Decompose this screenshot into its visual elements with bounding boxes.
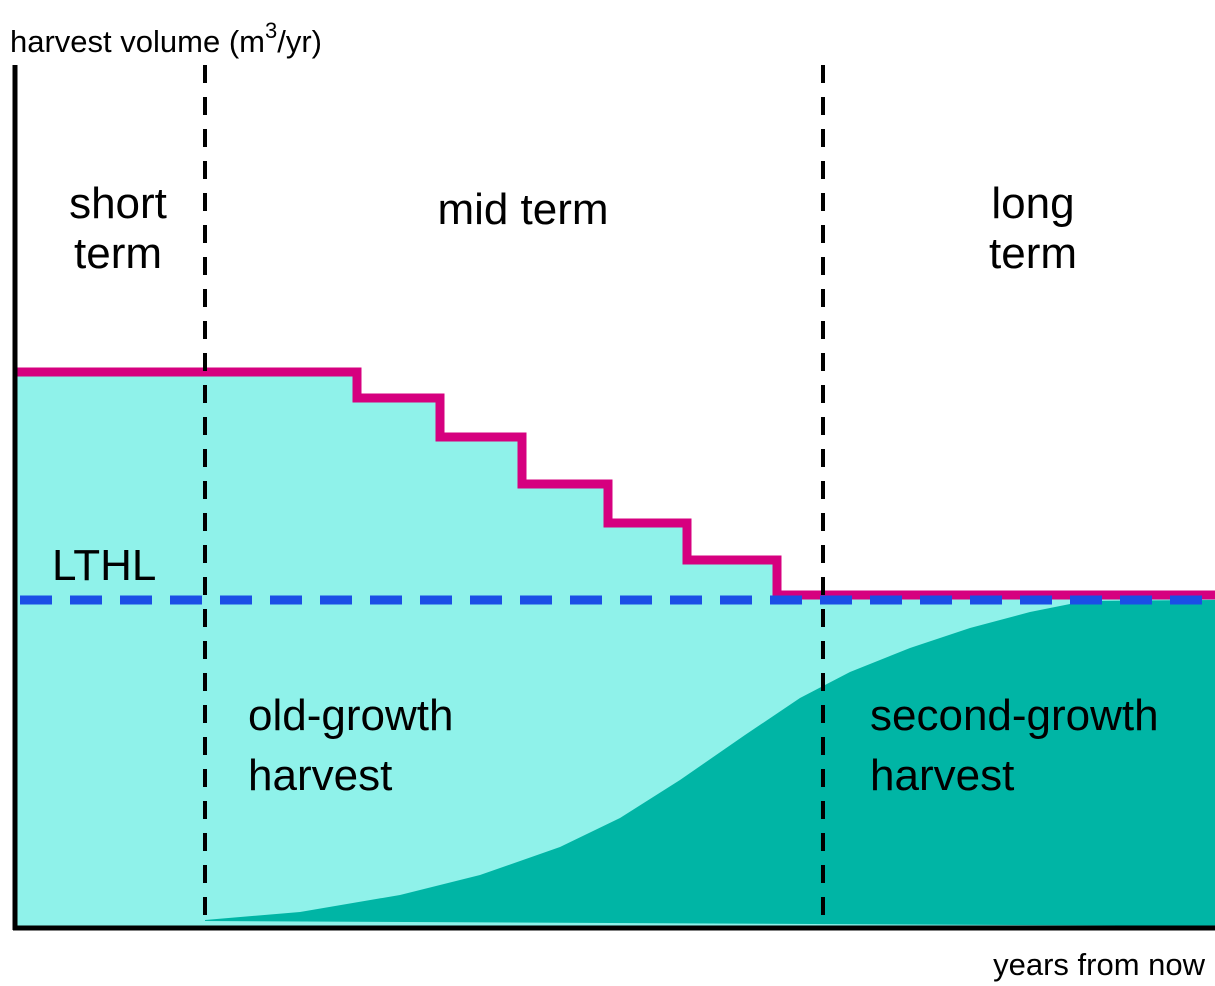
period-label: short — [69, 179, 167, 228]
period-label: term — [74, 229, 162, 278]
period-label: mid term — [437, 185, 608, 234]
period-label: long — [991, 179, 1074, 228]
area-label: harvest — [870, 751, 1014, 800]
area-label: old-growth — [248, 691, 453, 740]
x-axis-label: years from now — [993, 947, 1206, 982]
area-label: harvest — [248, 751, 392, 800]
second-growth-area — [205, 600, 1215, 926]
y-axis-label: harvest volume (m3/yr) — [10, 18, 322, 59]
reference-label: LTHL — [52, 541, 156, 590]
period-label: term — [989, 229, 1077, 278]
harvest-line — [15, 367, 1215, 600]
area-label: second-growth — [870, 691, 1159, 740]
